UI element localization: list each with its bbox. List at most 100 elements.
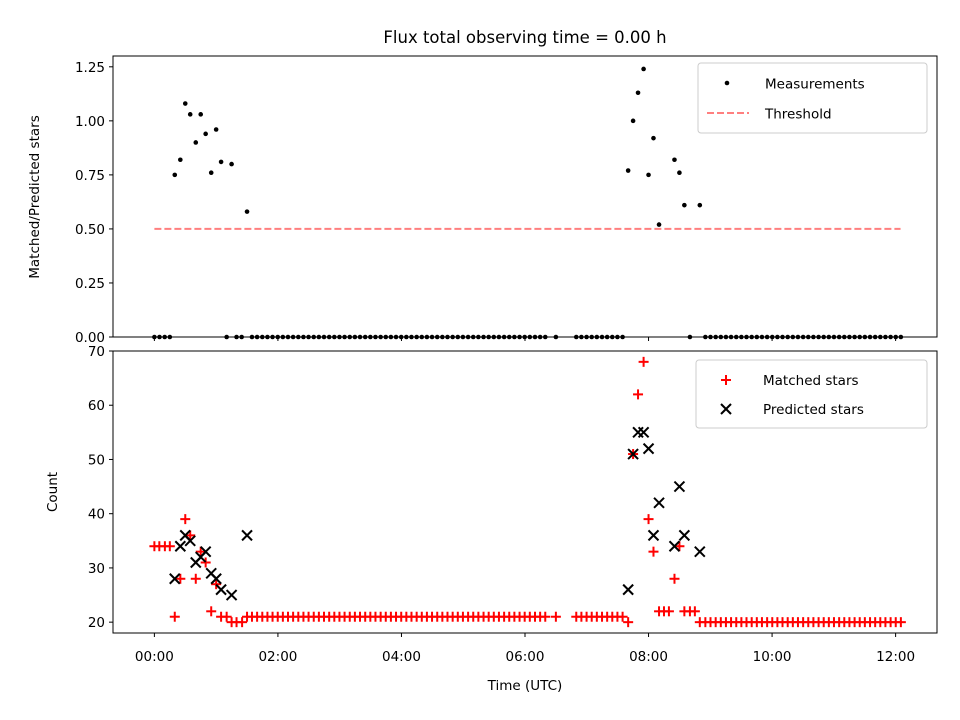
matched-star-point bbox=[689, 606, 700, 617]
measurement-point bbox=[677, 170, 682, 176]
bottom-x-tick-label: 12:00 bbox=[876, 649, 915, 665]
matched-star-point bbox=[164, 541, 175, 552]
matched-star-point bbox=[643, 514, 654, 525]
measurement-point bbox=[630, 118, 636, 124]
bottom-y-ticks: 20 30 40 50 60 70 bbox=[88, 344, 113, 631]
legend-measurements-label: Measurements bbox=[765, 77, 865, 93]
measurement-point bbox=[208, 170, 214, 176]
top-y-tick-label: 0.50 bbox=[75, 222, 105, 238]
matched-star-point bbox=[648, 546, 659, 557]
top-y-tick-label: 0.25 bbox=[75, 276, 105, 292]
top-y-tick-label: 1.25 bbox=[75, 60, 105, 76]
bottom-y-tick-label: 50 bbox=[88, 452, 105, 468]
matched-star-point bbox=[674, 541, 685, 552]
matched-star-point bbox=[617, 611, 628, 622]
matched-star-point bbox=[669, 573, 680, 584]
legend-threshold-label: Threshold bbox=[764, 107, 832, 123]
matched-star-point bbox=[185, 530, 196, 541]
bottom-y-tick-label: 70 bbox=[88, 344, 105, 360]
measurement-point bbox=[697, 202, 703, 208]
bottom-legend: Matched stars Predicted stars bbox=[695, 359, 928, 429]
legend-predicted-marker bbox=[720, 403, 732, 415]
top-y-tick-label: 0.75 bbox=[75, 168, 105, 184]
bottom-y-axis-label: Count bbox=[45, 472, 61, 512]
matched-star-point bbox=[633, 389, 644, 400]
bottom-x-tick-label: 10:00 bbox=[753, 649, 792, 665]
predicted-star-point bbox=[637, 426, 650, 439]
predicted-star-point bbox=[668, 540, 681, 552]
matched-star-point bbox=[175, 573, 186, 584]
measurement-point bbox=[229, 161, 234, 167]
predicted-star-point bbox=[647, 529, 660, 542]
predicted-star-point bbox=[241, 529, 253, 542]
matched-star-point bbox=[550, 611, 561, 622]
top-y-tick-label: 1.00 bbox=[75, 114, 105, 130]
predicted-star-point bbox=[225, 589, 238, 601]
predicted-star-point bbox=[174, 540, 187, 552]
matched-star-point bbox=[694, 617, 705, 628]
bottom-x-ticks: 00:00 02:00 04:00 06:00 08:00 10:00 12:00 bbox=[135, 633, 915, 665]
predicted-star-point bbox=[694, 545, 706, 558]
measurement-point bbox=[203, 131, 208, 137]
legend-measurements-marker bbox=[724, 80, 730, 86]
bottom-x-tick-label: 00:00 bbox=[135, 649, 174, 665]
measurement-point bbox=[641, 66, 646, 72]
bottom-plot-area bbox=[149, 356, 906, 628]
bottom-x-tick-label: 08:00 bbox=[629, 649, 668, 665]
bottom-x-tick-label: 02:00 bbox=[258, 649, 297, 665]
legend-matched-marker bbox=[721, 375, 731, 385]
predicted-star-point bbox=[653, 497, 665, 509]
measurement-point bbox=[198, 112, 204, 117]
top-y-axis-label: Matched/Predicted stars bbox=[27, 115, 43, 278]
measurement-point bbox=[182, 101, 188, 106]
measurement-point bbox=[635, 90, 641, 96]
bottom-axes: 20 30 40 50 60 70 00:00 02:00 04:00 06:00 08:00 10… bbox=[45, 344, 938, 694]
bottom-y-tick-label: 60 bbox=[88, 398, 105, 414]
bottom-x-tick-label: 06:00 bbox=[506, 649, 545, 665]
top-y-ticks: 0.00 0.25 0.50 0.75 1.00 1.25 bbox=[75, 60, 113, 346]
matched-star-point bbox=[237, 617, 248, 628]
measurement-point bbox=[625, 168, 631, 173]
top-chart-title: Flux total observing time = 0.00 h bbox=[383, 28, 666, 47]
matched-star-point bbox=[895, 617, 906, 628]
matched-star-point bbox=[195, 546, 206, 557]
predicted-star-point bbox=[215, 583, 227, 596]
predicted-star-point bbox=[184, 535, 196, 547]
matched-star-point bbox=[242, 611, 253, 622]
predicted-star-point bbox=[673, 480, 686, 493]
matched-star-point bbox=[200, 557, 211, 568]
matched-star-point bbox=[206, 606, 217, 617]
matched-star-point bbox=[190, 573, 201, 584]
matched-star-point bbox=[540, 611, 551, 622]
bottom-x-axis-label: Time (UTC) bbox=[487, 678, 563, 694]
measurement-point bbox=[193, 140, 199, 145]
measurement-point bbox=[244, 209, 250, 214]
top-x-ticks bbox=[153, 337, 897, 341]
bottom-x-tick-label: 04:00 bbox=[382, 649, 421, 665]
top-axes: 0.00 0.25 0.50 0.75 1.00 1.25 Matched/Predict… bbox=[27, 55, 938, 346]
matched-star-point bbox=[221, 611, 232, 622]
predicted-star-point bbox=[169, 573, 181, 585]
measurement-point bbox=[651, 135, 656, 141]
matched-star-point bbox=[638, 356, 649, 367]
measurement-point bbox=[656, 222, 662, 227]
measurement-point bbox=[646, 172, 651, 178]
measurement-point bbox=[218, 159, 224, 165]
measurement-point bbox=[187, 112, 193, 117]
predicted-star-point bbox=[642, 442, 655, 455]
matched-star-point bbox=[180, 514, 191, 525]
measurement-point bbox=[178, 157, 183, 163]
bottom-y-tick-label: 20 bbox=[88, 615, 105, 631]
bottom-y-tick-label: 30 bbox=[88, 561, 105, 577]
matched-star-point bbox=[169, 611, 180, 622]
predicted-star-point bbox=[210, 573, 222, 585]
legend-predicted-label: Predicted stars bbox=[763, 402, 864, 418]
predicted-star-point bbox=[678, 529, 691, 542]
top-y-tick-label: 0.00 bbox=[75, 330, 105, 346]
bottom-y-tick-label: 40 bbox=[88, 507, 105, 523]
legend-matched-label: Matched stars bbox=[763, 373, 859, 389]
measurement-point bbox=[672, 157, 677, 163]
matched-star-point bbox=[663, 606, 674, 617]
measurement-point bbox=[172, 172, 178, 178]
